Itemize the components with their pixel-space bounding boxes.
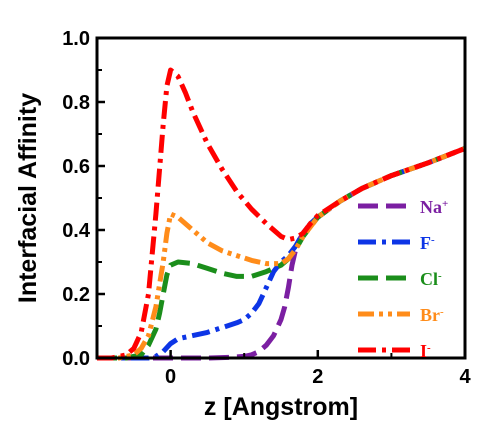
series-line-br bbox=[97, 146, 466, 361]
y-tick-label: 0.2 bbox=[62, 284, 90, 306]
plot-frame bbox=[95, 36, 467, 360]
legend-label-br: Br- bbox=[420, 305, 444, 325]
x-tick-label: 4 bbox=[459, 366, 471, 388]
x-tick-label: 2 bbox=[312, 366, 323, 388]
y-tick-label: 0.4 bbox=[62, 220, 91, 242]
y-tick-label: 1.0 bbox=[62, 28, 90, 50]
ticks-layer: 0 2 4 0.0 0.2 0.4 0.6 0.8 1.0 bbox=[62, 28, 471, 388]
legend: Na+ F- Cl- Br- I- bbox=[358, 197, 448, 361]
y-tick-label: 0.0 bbox=[62, 348, 90, 370]
series-line-cl bbox=[97, 146, 466, 361]
series-line-f bbox=[97, 146, 466, 361]
x-tick-label: 0 bbox=[165, 366, 176, 388]
y-axis-label: Interfacial Affinity bbox=[14, 93, 42, 303]
x-axis-label: z [Angstrom] bbox=[204, 393, 358, 421]
series-line-i bbox=[97, 67, 466, 361]
y-tick-label: 0.6 bbox=[62, 156, 90, 178]
legend-label-na: Na+ bbox=[420, 197, 448, 217]
legend-label-cl: Cl- bbox=[420, 269, 442, 289]
y-tick-label: 0.8 bbox=[62, 92, 90, 114]
legend-label-i: I- bbox=[420, 341, 431, 361]
legend-label-f: F- bbox=[420, 233, 435, 253]
